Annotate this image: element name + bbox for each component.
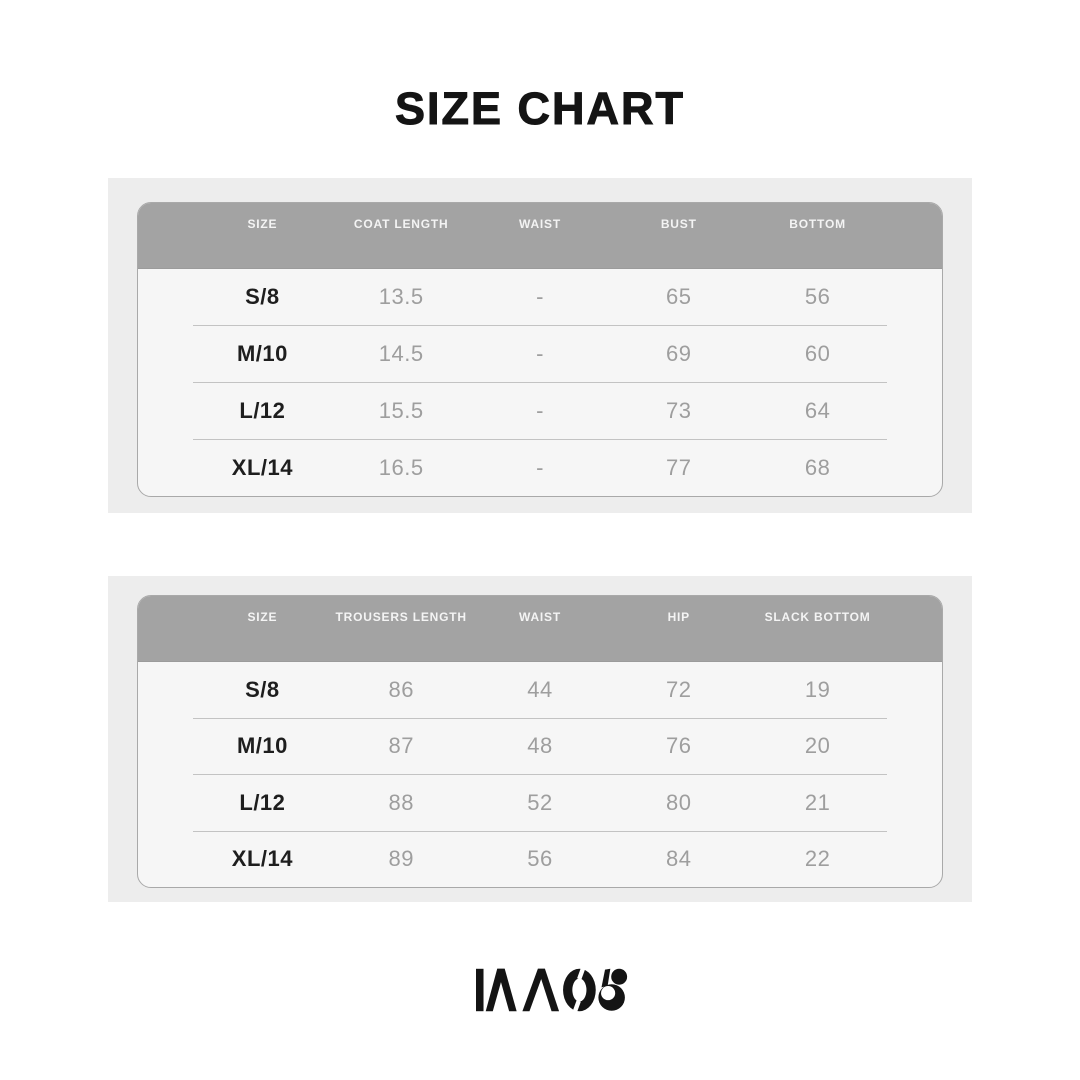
value-cell: 60	[804, 341, 831, 366]
value-cell: 68	[804, 455, 831, 480]
value-cell: -	[536, 341, 544, 366]
table-header-row: SIZE COAT LENGTH WAIST BUST BOTTOM	[138, 203, 942, 269]
coat-size-table: SIZE COAT LENGTH WAIST BUST BOTTOM S/8 13.5 - 65…	[137, 202, 943, 497]
size-cell: L/12	[239, 789, 286, 815]
size-cell: M/10	[236, 341, 288, 366]
size-cell: S/8	[245, 676, 280, 702]
size-cell: M/10	[236, 733, 288, 759]
column-header: SIZE	[247, 217, 278, 231]
table-row: XL/14 16.5 - 77 68	[193, 439, 887, 496]
value-cell: 84	[666, 846, 692, 872]
column-header: WAIST	[518, 217, 561, 231]
size-cell: XL/14	[231, 455, 293, 480]
value-cell: -	[536, 398, 544, 423]
value-cell: 16.5	[378, 455, 424, 480]
column-header: COAT LENGTH	[353, 217, 449, 231]
column-header: SLACK BOTTOM	[764, 610, 871, 624]
kaos-logo	[476, 966, 628, 1016]
value-cell: -	[536, 455, 544, 480]
page-title: SIZE CHART	[395, 83, 685, 134]
value-cell: 86	[388, 676, 414, 702]
table-row: XL/14 89 56 84 22	[193, 830, 887, 888]
value-cell: 44	[527, 676, 553, 702]
value-cell: 20	[804, 733, 831, 759]
value-cell: 52	[527, 789, 553, 815]
trousers-size-panel: SIZE TROUSERS LENGTH WAIST HIP SLACK BOTTOM S…	[108, 576, 972, 902]
value-cell: 77	[666, 455, 692, 480]
column-header: HIP	[667, 610, 690, 624]
column-header: WAIST	[518, 610, 561, 624]
table-row: M/10 87 48 76 20	[193, 717, 887, 775]
table-row: S/8 13.5 - 65 56	[193, 269, 887, 325]
value-cell: 72	[666, 676, 692, 702]
value-cell: 80	[666, 789, 692, 815]
value-cell: 69	[666, 341, 692, 366]
value-cell: 56	[804, 284, 831, 309]
column-header: SIZE	[247, 610, 278, 624]
table-row: L/12 15.5 - 73 64	[193, 382, 887, 439]
value-cell: 76	[666, 733, 692, 759]
value-cell: 14.5	[378, 341, 424, 366]
value-cell: 65	[666, 284, 692, 309]
value-cell: 73	[666, 398, 692, 423]
kaos-logo-graphic	[476, 966, 628, 1014]
table-body: S/8 13.5 - 65 56 M/10 14.5 - 69 60 L/12 15.5 - 73 64 XL…	[138, 269, 942, 496]
table-row: S/8 86 44 72 19	[193, 662, 887, 718]
value-cell: 87	[388, 733, 414, 759]
value-cell: 89	[388, 846, 414, 872]
size-cell: L/12	[239, 398, 286, 423]
value-cell: 48	[527, 733, 553, 759]
value-cell: 88	[388, 789, 414, 815]
column-header: BOTTOM	[789, 217, 846, 231]
table-header-row: SIZE TROUSERS LENGTH WAIST HIP SLACK BOTTOM	[138, 596, 942, 662]
value-cell: 64	[804, 398, 831, 423]
value-cell: 13.5	[378, 284, 424, 309]
value-cell: 15.5	[378, 398, 424, 423]
value-cell: 56	[527, 846, 553, 872]
table-row: L/12 88 52 80 21	[193, 774, 887, 831]
size-cell: S/8	[245, 284, 280, 309]
size-cell: XL/14	[231, 846, 293, 872]
trousers-size-table: SIZE TROUSERS LENGTH WAIST HIP SLACK BOTTOM S…	[137, 595, 943, 888]
coat-size-panel: SIZE COAT LENGTH WAIST BUST BOTTOM S/8 13.5 - 65…	[108, 178, 972, 513]
value-cell: 21	[804, 789, 831, 815]
value-cell: 22	[804, 846, 831, 872]
value-cell: 19	[804, 676, 831, 702]
table-row: M/10 14.5 - 69 60	[193, 325, 887, 382]
column-header: BUST	[660, 217, 697, 231]
column-header: TROUSERS LENGTH	[335, 610, 467, 624]
table-body: S/8 86 44 72 19 M/10 87 48 76 20 L/12 88 52 80 21 XL/14…	[138, 662, 942, 887]
value-cell: -	[536, 284, 544, 309]
